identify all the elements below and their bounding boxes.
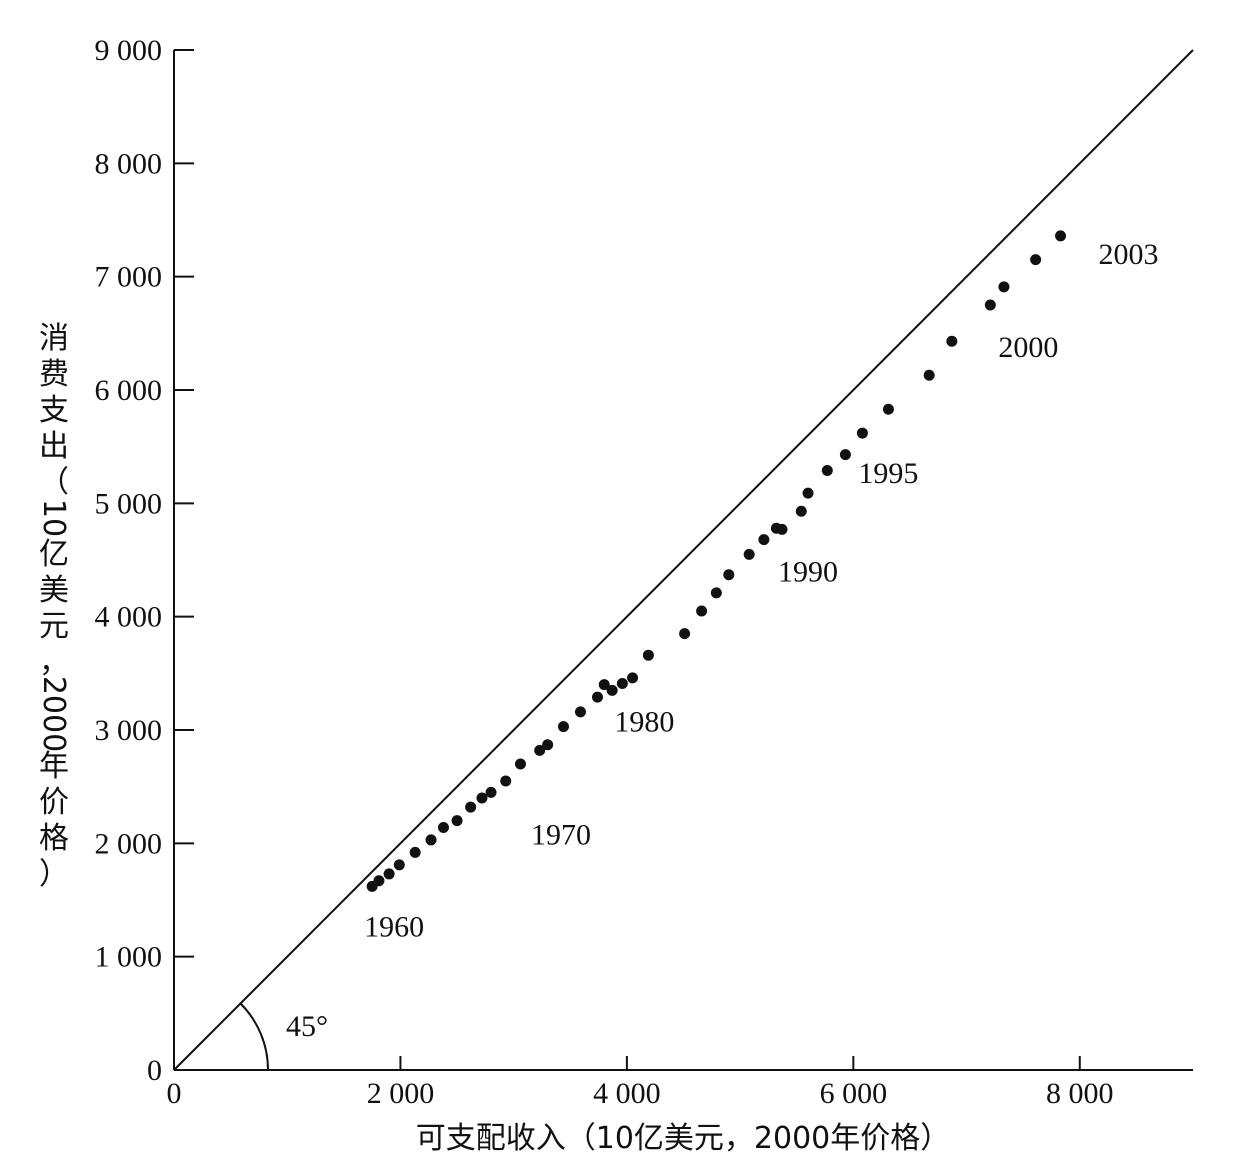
y-tick-label: 1 000 (95, 941, 163, 974)
reference-line-group: 45° (173, 49, 1194, 1071)
angle-arc (239, 1002, 270, 1071)
data-points-group (366, 230, 1067, 892)
year-label: 1980 (614, 706, 674, 739)
y-tick-label: 7 000 (95, 261, 163, 294)
data-point (758, 534, 770, 546)
y-axis-label-segment: ， (39, 645, 69, 680)
y-axis-label-segment: 美 (39, 573, 69, 608)
y-axis-label-segment: 10 (36, 499, 71, 537)
y-axis-label-segment: 出 (39, 429, 69, 464)
year-label: 1990 (778, 555, 838, 588)
year-label: 1995 (858, 457, 918, 490)
data-point (923, 369, 935, 381)
year-label: 1970 (531, 818, 591, 851)
data-point (393, 859, 405, 871)
y-axis-label-segment: 支 (39, 393, 69, 428)
data-point (802, 487, 814, 499)
data-point (534, 744, 546, 756)
x-axis-label: 可支配收入（10亿美元，2000年价格） (416, 1121, 951, 1156)
y-axis-label-segment: 费 (39, 357, 69, 392)
data-point (642, 649, 654, 661)
x-ticks-group: 0 2 000 4 000 6 000 8 000 (167, 1056, 1114, 1110)
y-axis-label-segment: 年 (39, 749, 69, 784)
y-axis-label-segment: 消 (39, 321, 69, 356)
data-point (598, 679, 610, 691)
data-point (476, 792, 488, 804)
data-point (437, 821, 449, 833)
data-point (882, 403, 894, 415)
data-point (821, 464, 833, 476)
y-axis-label-segment: ） (39, 857, 69, 892)
y-axis-label-segment: 2000 (36, 676, 71, 752)
year-label: 2000 (998, 331, 1058, 364)
x-tick-label: 0 (167, 1077, 182, 1110)
y-ticks-group: 0 1 000 2 000 3 000 4 000 5 000 6 000 7 000 8 00… (95, 34, 194, 1087)
data-point (451, 815, 463, 827)
data-point (465, 801, 477, 813)
y-axis-label-segment: 价 (39, 785, 69, 820)
data-point (679, 628, 691, 640)
y-tick-label: 6 000 (95, 374, 163, 407)
y-tick-label: 4 000 (95, 601, 163, 634)
data-point (696, 605, 708, 617)
x-tick-label: 8 000 (1046, 1077, 1114, 1110)
y-tick-label: 9 000 (95, 34, 163, 67)
data-point (710, 587, 722, 599)
data-point (946, 335, 958, 347)
x-tick-label: 4 000 (593, 1077, 661, 1110)
data-point (1030, 254, 1042, 266)
data-point (839, 449, 851, 461)
axes-group (173, 50, 1193, 1071)
y-tick-label: 2 000 (95, 827, 163, 860)
data-point (606, 684, 618, 696)
y-tick-label: 0 (147, 1054, 162, 1087)
data-point (1055, 230, 1067, 242)
data-point (383, 868, 395, 880)
data-point (514, 758, 526, 770)
data-point (574, 706, 586, 718)
y-axis-label-segment: 元 (39, 609, 69, 644)
year-annotations-group: 1960 1970 1980 1990 1995 2000 2003 (364, 238, 1158, 944)
data-point (485, 786, 497, 798)
y-axis-label-segment: 亿 (39, 537, 69, 572)
data-point (409, 846, 421, 858)
data-point (998, 281, 1010, 293)
y-tick-label: 5 000 (95, 487, 163, 520)
data-point (743, 548, 755, 560)
data-point (500, 775, 512, 787)
data-point (723, 569, 735, 581)
data-point (627, 672, 639, 684)
y-axis-label-segment: （ (39, 465, 69, 500)
y-tick-label: 8 000 (95, 147, 163, 180)
data-point (425, 834, 437, 846)
x-tick-label: 2 000 (367, 1077, 435, 1110)
angle-label: 45° (286, 1010, 328, 1043)
data-point (591, 691, 603, 703)
data-point (795, 505, 807, 517)
y-axis-label-segment: 格 (39, 821, 69, 856)
data-point (776, 523, 788, 535)
reference-45-degree-line (173, 49, 1194, 1071)
y-tick-label: 3 000 (95, 714, 163, 747)
data-point (542, 739, 554, 751)
data-point (373, 875, 385, 887)
data-point (856, 427, 868, 439)
data-point (984, 299, 996, 311)
data-point (616, 678, 628, 690)
data-point (557, 721, 569, 733)
year-label: 1960 (364, 910, 424, 943)
year-label: 2003 (1099, 238, 1159, 271)
x-tick-label: 6 000 (820, 1077, 888, 1110)
